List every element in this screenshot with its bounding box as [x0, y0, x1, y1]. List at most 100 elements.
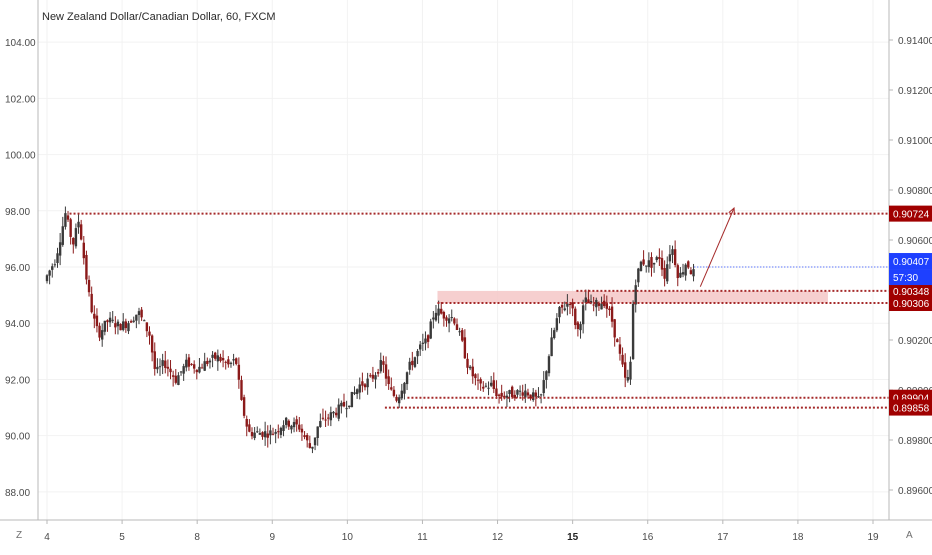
candle-body	[584, 297, 587, 303]
candle-body	[660, 258, 664, 270]
candle-body	[392, 389, 396, 396]
candle-body	[116, 321, 120, 327]
right-tick-label: 0.91000	[898, 136, 932, 147]
candle-body	[390, 387, 393, 390]
candle-body	[192, 364, 196, 369]
countdown-badge: 57:30	[889, 269, 932, 286]
candle-body	[492, 380, 495, 389]
time-tick-label: 15	[567, 532, 579, 543]
candle-body	[450, 317, 453, 319]
candle-body	[505, 395, 509, 398]
candle-body	[395, 396, 398, 401]
left-tick-label: 88.00	[5, 488, 30, 499]
candle-body	[532, 392, 535, 401]
right-tick-label: 0.91400	[898, 36, 932, 47]
candle-body	[58, 242, 62, 256]
right-tick-label: 0.90200	[898, 336, 932, 347]
candle-body	[129, 321, 133, 323]
candle-body	[692, 269, 695, 277]
left-tick-label: 90.00	[5, 432, 30, 443]
candle-body	[258, 432, 262, 435]
candle-body	[319, 421, 322, 427]
candle-body	[56, 253, 59, 264]
candle-body	[618, 344, 622, 354]
auto-scale-z-button[interactable]: Z	[16, 530, 22, 541]
candle-body	[537, 396, 540, 398]
price-badge-level_top-bg	[889, 205, 932, 222]
candle-body	[621, 354, 624, 365]
candle-body	[416, 350, 419, 357]
candle-body	[177, 375, 180, 385]
candle-body	[256, 431, 259, 433]
candle-body	[447, 318, 451, 324]
candle-body	[484, 385, 488, 387]
candle-body	[574, 308, 577, 326]
left-axis-ticks[interactable]: 104.00 102.00 100.00 98.00 96.00 94.00 92.00 90…	[5, 38, 36, 499]
candle-body	[524, 390, 527, 398]
candle-body	[624, 362, 627, 378]
candle-body	[476, 379, 480, 381]
candle-body	[500, 392, 503, 397]
candle-body	[79, 224, 83, 240]
candle-body	[245, 418, 248, 427]
candle-body	[408, 361, 411, 370]
candle-body	[337, 404, 340, 419]
price-badge-level_upper_a-text: 0.90348	[893, 287, 930, 298]
candle-body	[211, 354, 214, 358]
candle-body	[350, 391, 354, 408]
candle-body	[292, 422, 296, 428]
candle-body	[579, 324, 582, 331]
countdown-badge-bg	[889, 269, 932, 286]
candle-body	[200, 367, 204, 369]
candle-body	[382, 361, 385, 365]
candle-body	[240, 380, 243, 400]
chart-title: New Zealand Dollar/Canadian Dollar, 60, …	[42, 11, 276, 23]
price-badge-level_upper_a: 0.90348	[889, 282, 932, 299]
projection-arrow-head	[728, 206, 735, 216]
candle-body	[687, 261, 690, 268]
candle-body	[608, 308, 611, 311]
candle-body	[558, 306, 561, 318]
right-tick-label: 0.90600	[898, 236, 932, 247]
candle-body	[164, 360, 167, 368]
candle-body	[642, 259, 645, 265]
candle-body	[495, 388, 498, 397]
candle-body	[571, 302, 574, 309]
candle-body	[290, 425, 293, 430]
candle-body	[426, 335, 430, 342]
candle-body	[82, 242, 85, 259]
candle-body	[489, 382, 493, 386]
candle-body	[111, 319, 114, 321]
candle-body	[190, 363, 193, 365]
candle-body	[453, 318, 456, 324]
candle-body	[587, 299, 590, 304]
candle-body	[545, 371, 548, 380]
candle-body	[161, 360, 164, 366]
candle-body	[634, 285, 637, 305]
candle-body	[647, 260, 651, 268]
candle-body	[610, 306, 614, 322]
candle-body	[684, 264, 687, 276]
price-badge-level_top: 0.90724	[889, 205, 932, 222]
candle-body	[539, 394, 543, 396]
left-tick-label: 96.00	[5, 263, 30, 274]
candle-body	[342, 401, 346, 407]
time-tick-label: 4	[44, 532, 50, 543]
candle-body	[513, 394, 517, 398]
auto-scale-a-button[interactable]: A	[906, 530, 913, 541]
candle-body	[340, 402, 343, 407]
candle-body	[74, 228, 78, 247]
left-tick-label: 100.00	[5, 151, 36, 162]
candle-body	[605, 302, 609, 309]
candle-body	[95, 315, 99, 327]
time-axis-ticks[interactable]: 4 5 8 9 10 11 12 15 16 17 18 19	[44, 520, 879, 543]
candle-body	[671, 249, 674, 255]
zone-layer	[437, 290, 828, 304]
candle-body	[187, 357, 191, 367]
candle-body	[263, 431, 267, 438]
candle-body	[145, 322, 149, 332]
candle-body	[127, 323, 130, 332]
candle-body	[581, 305, 585, 325]
candle-body	[100, 330, 104, 340]
